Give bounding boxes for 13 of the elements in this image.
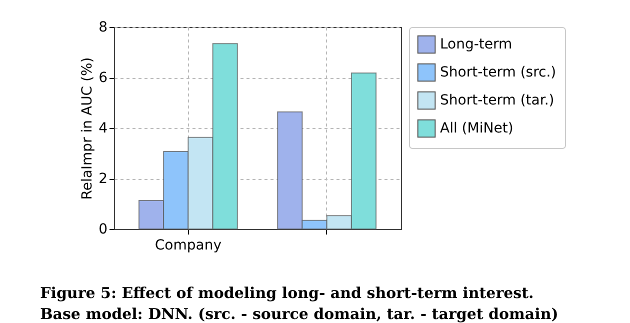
- y-tick-label: 8: [98, 20, 108, 36]
- y-tick-label: 2: [98, 171, 108, 187]
- legend-label: Short-term (tar.): [440, 92, 554, 108]
- legend-label: Short-term (src.): [440, 64, 556, 80]
- y-tick-label: 0: [98, 222, 108, 238]
- legend-label: Long-term: [440, 36, 512, 52]
- text: Base model: DNN. (src. - source domain, tar. - target domain): [40, 305, 558, 323]
- x-tick-label: Company: [154, 238, 222, 254]
- y-tick-label: 6: [98, 70, 108, 86]
- legend-label: All (MiNet): [440, 120, 514, 136]
- caption: Figure 5: Effect of modeling long- and short-term interest.: [40, 284, 534, 302]
- y-tick-label: 4: [98, 120, 108, 136]
- y-axis-title: RelaImpr in AUC (%): [80, 57, 96, 200]
